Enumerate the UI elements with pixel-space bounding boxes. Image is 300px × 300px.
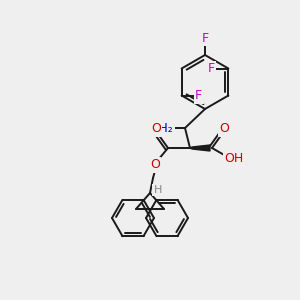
Text: O: O — [219, 122, 229, 136]
Text: OH: OH — [224, 152, 244, 164]
Text: O: O — [150, 158, 160, 172]
Text: H: H — [154, 185, 162, 195]
Text: F: F — [201, 32, 208, 44]
Text: NH₂: NH₂ — [150, 122, 174, 134]
Text: F: F — [208, 62, 215, 75]
Polygon shape — [190, 145, 210, 151]
Text: O: O — [151, 122, 161, 136]
Text: F: F — [195, 89, 202, 102]
